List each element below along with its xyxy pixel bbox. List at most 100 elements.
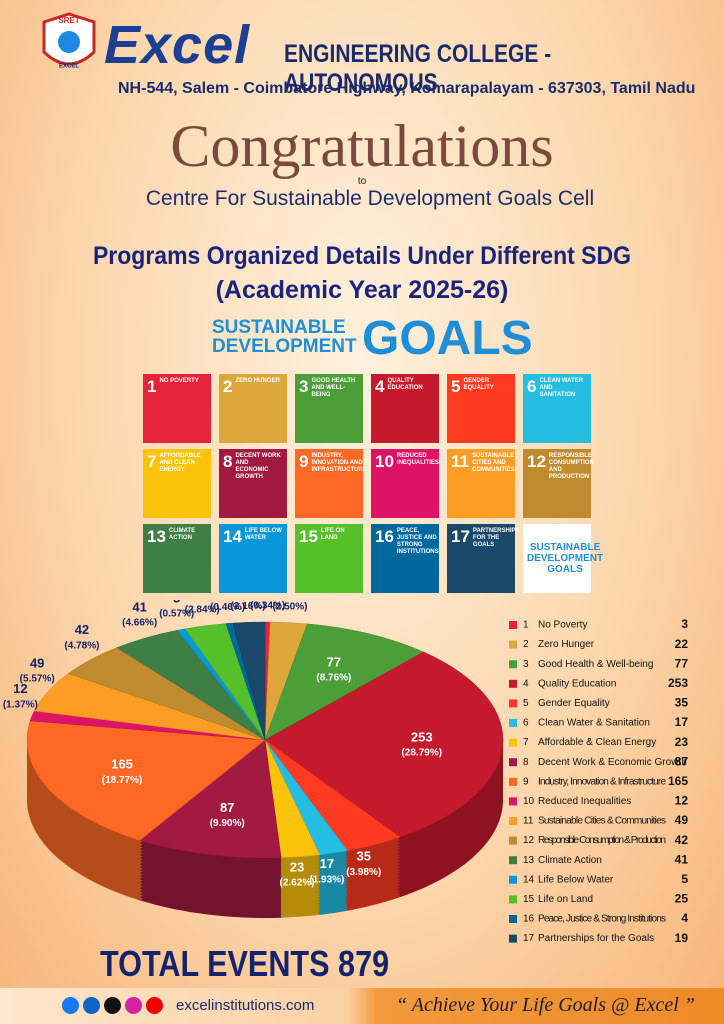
slice (264, 623, 425, 741)
tile-label: AFFORDABLE AND CLEAN ENERGY (159, 453, 201, 473)
legend-number: 13 (523, 855, 535, 866)
legend-label: Zero Hunger (538, 639, 595, 650)
legend-swatch (509, 934, 517, 943)
legend-label: Partnerships for the Goals (538, 933, 654, 944)
tile-number: 3 (299, 377, 309, 396)
value-label: 35 (356, 849, 370, 864)
sdg-tile: 11 SUSTAINABLE CITIES AND COMMUNITIES (447, 449, 515, 518)
legend-label: Industry, Innovation & Infrastructure (538, 776, 666, 787)
slice (139, 739, 282, 859)
legend-label: Good Health & Well-being (538, 659, 653, 670)
tile-number: 6 (527, 377, 537, 396)
legend-swatch (509, 895, 517, 904)
logo: SRET EXCEL (42, 12, 96, 70)
slice (232, 621, 266, 741)
value-label: 5 (173, 600, 180, 606)
tile-number: 11 (451, 452, 469, 471)
icon-facebook[interactable] (62, 997, 79, 1014)
congrats-to: to (357, 176, 367, 187)
tile-number: 15 (299, 527, 318, 546)
legend-value: 4 (681, 911, 688, 925)
value-label: 77 (327, 654, 341, 669)
sdg-tile: 8 DECENT WORK AND ECONOMIC GROWTH (219, 449, 287, 518)
percent-label: (0.57%) (159, 609, 194, 620)
legend-label: Reduced Inequalities (538, 796, 631, 807)
legend-swatch (509, 738, 517, 747)
value-label: 12 (13, 681, 27, 696)
legend-swatch (509, 856, 517, 865)
logo-text: SRET (58, 16, 79, 25)
sdg-tile: 17 PARTNERSHIPS FOR THE GOALS (447, 524, 519, 593)
legend-label: Climate Action (538, 855, 602, 866)
legend-label: Peace, Justice & Strong Institutions (538, 914, 666, 925)
legend-swatch (509, 640, 517, 649)
tile-number: 14 (223, 527, 242, 546)
legend-number: 6 (523, 718, 529, 729)
sdg-logo-goals: GOALS (362, 312, 533, 365)
percent-label: (2.50%) (272, 601, 307, 612)
tile-label: SUSTAINABLE CITIES AND COMMUNITIES (471, 453, 515, 473)
address: NH-544, Salem - Coimbatore Highway, Koma… (118, 80, 696, 97)
legend-value: 87 (675, 754, 689, 768)
legend-number: 12 (523, 835, 535, 846)
website[interactable]: excelinstitutions.com (176, 997, 315, 1014)
percent-label: (2.84%) (185, 605, 220, 616)
sdg-tile: 5 GENDER EQUALITY (447, 374, 515, 443)
percent-label: (8.76%) (316, 673, 351, 684)
legend-label: Decent Work & Economic Growth (538, 757, 687, 768)
tile-label: ZERO HUNGER (235, 378, 280, 384)
sdg-tile: 12 RESPONSIBLE CONSUMPTION AND PRODUCTION (523, 449, 594, 518)
legend-value: 12 (675, 794, 689, 808)
legend-number: 17 (523, 933, 535, 944)
legend-value: 77 (675, 656, 689, 670)
logo-sub: EXCEL (59, 64, 79, 70)
value-label: 25 (195, 600, 209, 602)
icon-youtube[interactable] (146, 997, 163, 1014)
percent-label: (5.57%) (20, 674, 55, 685)
percent-label: (3.98%) (346, 867, 381, 878)
sdg-tile-final: SUSTAINABLE DEVELOPMENT GOALS (523, 524, 603, 593)
value-label: 23 (290, 859, 304, 874)
sdg-tile: 1 NO POVERTY (143, 374, 211, 443)
icon-x[interactable] (104, 997, 121, 1014)
legend-number: 2 (523, 639, 529, 650)
legend-label: No Poverty (538, 620, 587, 631)
tile-label: RESPONSIBLE CONSUMPTION AND PRODUCTION (548, 453, 594, 480)
sdg-logo-line: DEVELOPMENT (212, 336, 357, 357)
total-events: TOTAL EVENTS 879 (100, 943, 389, 985)
legend-swatch (509, 660, 517, 669)
legend-label: Gender Equality (538, 698, 610, 709)
sdg-tile: 3 GOOD HEALTH AND WELL-BEING (295, 374, 363, 443)
quote: “ Achieve Your Life Goals @ Excel ” (396, 994, 695, 1016)
legend-swatch (509, 875, 517, 884)
legend-number: 9 (523, 776, 529, 787)
percent-label: (28.79%) (401, 748, 442, 759)
tile-number: 9 (299, 452, 309, 471)
legend-value: 23 (675, 735, 689, 749)
footer: excelinstitutions.com “ Achieve Your Lif… (0, 988, 724, 1024)
tile-label: REDUCED INEQUALITIES (396, 453, 439, 466)
tile-label: GOOD HEALTH AND WELL-BEING (311, 378, 356, 398)
legend-value: 35 (675, 696, 689, 710)
percent-label: (9.90%) (210, 818, 245, 829)
legend-swatch (509, 758, 517, 767)
legend-value: 22 (675, 637, 689, 651)
legend-value: 165 (668, 774, 688, 788)
legend-value: 41 (675, 852, 689, 866)
tile-label: GENDER EQUALITY (463, 378, 494, 391)
percent-label: (18.77%) (102, 775, 143, 786)
tile-label: PARTNERSHIPS FOR THE GOALS (472, 528, 520, 548)
percent-label: (2.16%) (231, 601, 266, 612)
tile-label: PEACE, JUSTICE AND STRONG INSTITUTIONS (396, 528, 439, 555)
total-label: TOTAL EVENTS (100, 943, 330, 984)
tile-number: 13 (147, 527, 166, 546)
icon-linkedin[interactable] (83, 997, 100, 1014)
legend-swatch (509, 836, 517, 845)
sdg-tile: 15 LIFE ON LAND (295, 524, 363, 593)
icon-instagram[interactable] (125, 997, 142, 1014)
percent-label: (1.37%) (3, 699, 38, 710)
legend-swatch (509, 915, 517, 923)
tile-number: 1 (147, 377, 157, 396)
tile-label: LIFE BELOW WATER (244, 528, 282, 541)
